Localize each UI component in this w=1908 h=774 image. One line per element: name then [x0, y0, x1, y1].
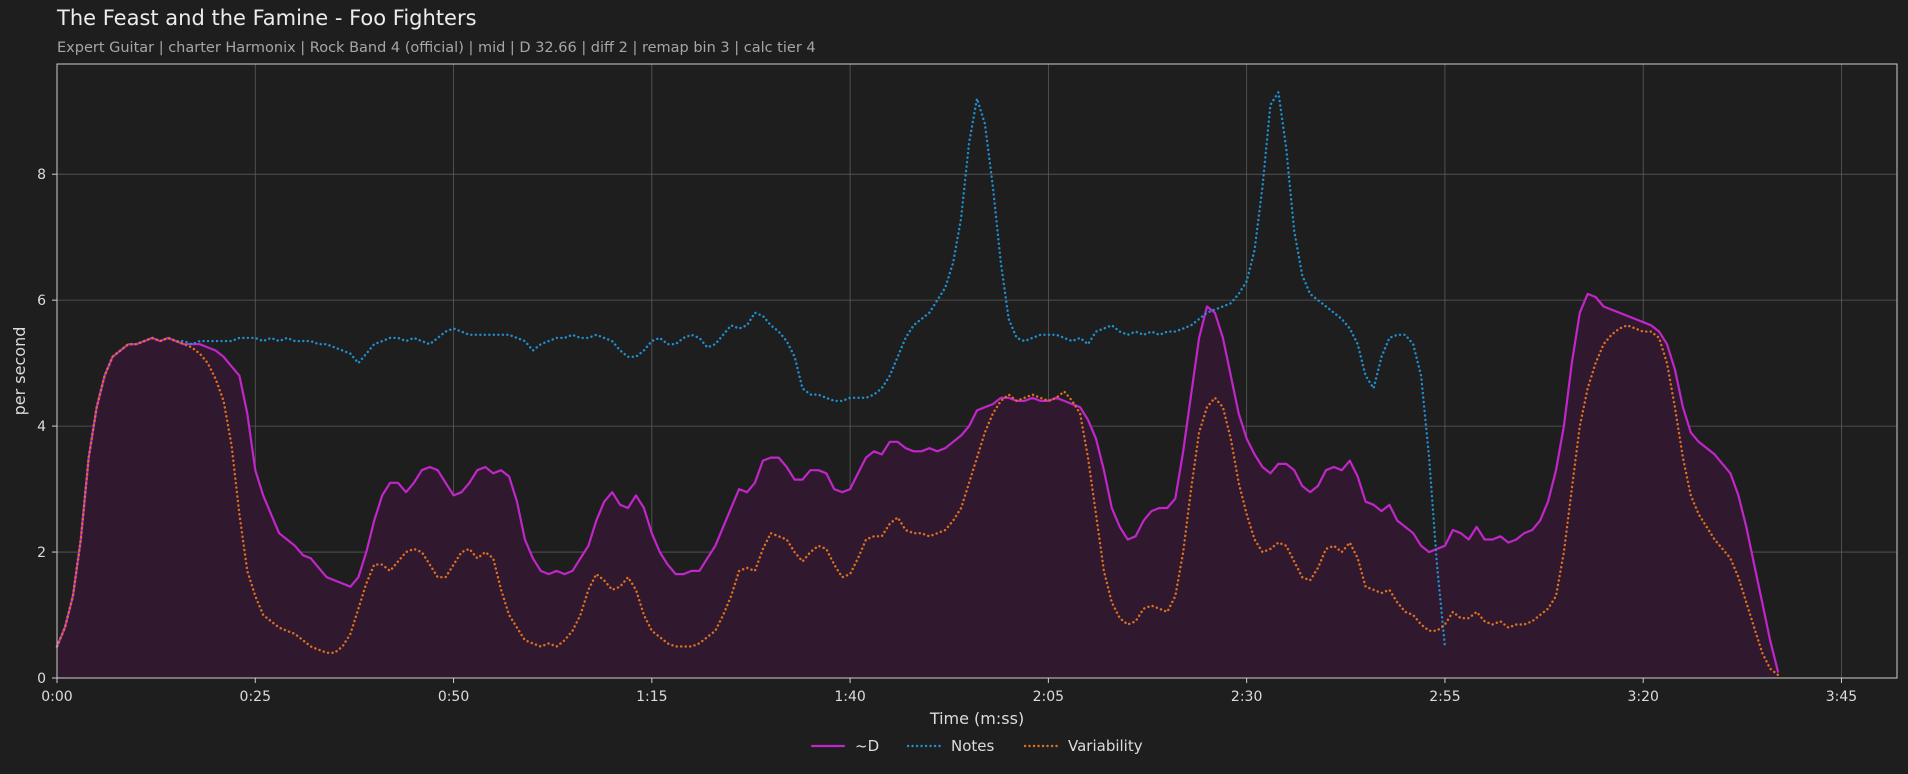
legend-label: ~D [855, 737, 879, 755]
y-tick-label: 8 [37, 167, 46, 183]
series-line-variability [55, 324, 1780, 677]
y-tick-label: 0 [37, 671, 46, 687]
x-tick-label: 2:55 [1429, 689, 1460, 705]
legend-label: Notes [951, 737, 995, 755]
y-tick-label: 6 [37, 293, 46, 309]
series-line-d [55, 292, 1780, 673]
x-axis-label: Time (m:ss) [929, 709, 1024, 728]
x-tick-label: 2:30 [1231, 689, 1262, 705]
series-area-d [57, 293, 1778, 678]
x-tick-label: 3:20 [1627, 689, 1658, 705]
x-tick-label: 1:15 [636, 689, 667, 705]
x-axis: 0:00 0:25 0:50 1:15 1:40 2:05 2:30 2:55 3:20 3:45 [41, 678, 1857, 705]
x-tick-label: 2:05 [1033, 689, 1064, 705]
plot-frame [56, 63, 1898, 679]
chart-title: The Feast and the Famine - Foo Fighters [57, 6, 477, 30]
legend-label: Variability [1068, 737, 1143, 755]
y-axis: 0 2 4 6 8 [37, 167, 57, 687]
series-line-notes [55, 91, 1447, 648]
x-tick-label: 0:25 [240, 689, 271, 705]
x-tick-label: 1:40 [834, 689, 865, 705]
series-lines [55, 91, 1780, 677]
x-tick-label: 0:50 [438, 689, 469, 705]
x-tick-label: 3:45 [1826, 689, 1857, 705]
legend: ~D Notes Variability [810, 737, 1143, 755]
chart-subtitle: Expert Guitar | charter Harmonix | Rock … [57, 40, 816, 56]
y-tick-label: 4 [37, 419, 46, 435]
y-tick-label: 2 [37, 545, 46, 561]
x-tick-label: 0:00 [41, 689, 72, 705]
y-axis-label: per second [10, 327, 29, 416]
series-fill [57, 293, 1778, 678]
